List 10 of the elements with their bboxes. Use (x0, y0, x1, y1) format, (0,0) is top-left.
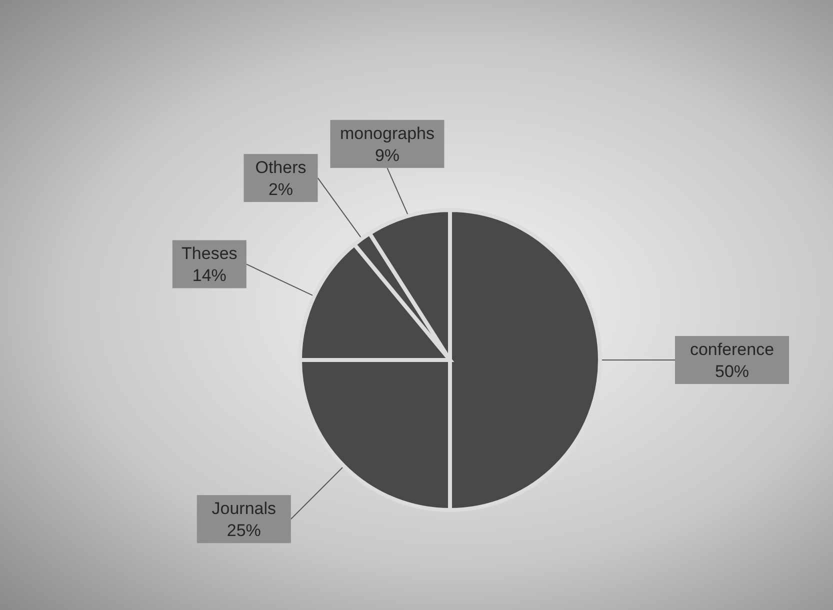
data-label: 50% (714, 362, 750, 381)
data-label: 25% (226, 521, 261, 540)
slice-label: conference (690, 340, 774, 359)
slice-label: Others (255, 158, 306, 177)
slice-label: Theses (182, 244, 238, 264)
data-label: 9% (374, 146, 400, 165)
data-label: 2% (268, 180, 294, 199)
slice-label: Journals (212, 499, 276, 518)
slice-label: monographs (340, 124, 434, 143)
data-label: 14% (192, 266, 226, 286)
